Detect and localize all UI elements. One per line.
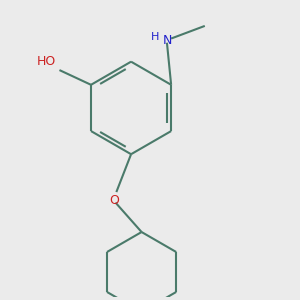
Text: H: H bbox=[151, 32, 159, 42]
Text: HO: HO bbox=[37, 55, 56, 68]
Text: N: N bbox=[163, 34, 172, 47]
Text: O: O bbox=[109, 194, 119, 207]
